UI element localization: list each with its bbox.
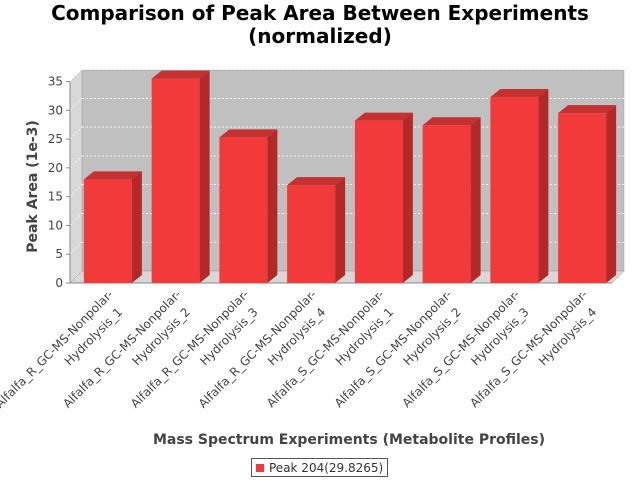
y-tick-label: 30 bbox=[48, 103, 63, 117]
bar bbox=[354, 120, 403, 284]
y-tick-label: 25 bbox=[48, 132, 63, 146]
bar-top bbox=[558, 105, 617, 114]
y-tick-label: 0 bbox=[55, 276, 63, 290]
bar bbox=[83, 179, 132, 283]
gridline-side bbox=[69, 69, 83, 82]
x-tick-label: Alfalfa_R_GC-MS-Nonpolar- bbox=[0, 287, 116, 411]
bar-side bbox=[335, 177, 346, 283]
bar-side bbox=[402, 112, 413, 284]
plot-left-wall bbox=[69, 69, 83, 284]
gridline-side bbox=[69, 126, 83, 140]
bar-top bbox=[354, 112, 413, 121]
bar bbox=[422, 125, 471, 283]
legend: Peak 204(29.8265) bbox=[251, 458, 389, 477]
legend-label: Peak 204(29.8265) bbox=[269, 460, 384, 475]
bar-side bbox=[131, 171, 142, 283]
y-tick-label: 20 bbox=[48, 161, 63, 175]
gridline-side bbox=[69, 213, 83, 226]
legend-swatch bbox=[256, 463, 264, 472]
bar bbox=[490, 97, 539, 283]
chart-title-line-1: Comparison of Peak Area Between Experime… bbox=[51, 1, 589, 25]
gridline-side bbox=[69, 155, 83, 169]
y-tick-label: 10 bbox=[48, 218, 63, 232]
chart-title: Comparison of Peak Area Between Experime… bbox=[0, 2, 640, 48]
bar bbox=[558, 113, 607, 283]
bar-side bbox=[267, 129, 278, 283]
bar-side bbox=[538, 89, 549, 283]
bar-top bbox=[490, 89, 549, 98]
bar-top bbox=[287, 177, 346, 186]
bar-top bbox=[83, 171, 142, 180]
x-axis-title: Mass Spectrum Experiments (Metabolite Pr… bbox=[153, 432, 545, 448]
y-tick-label: 5 bbox=[55, 247, 63, 261]
gridline-side bbox=[69, 184, 83, 197]
bar-top bbox=[422, 117, 481, 126]
y-axis-title: Peak Area (1e-3) bbox=[25, 120, 41, 253]
bar-top bbox=[219, 129, 278, 138]
gridline-side bbox=[69, 241, 83, 255]
y-tick-label: 15 bbox=[48, 190, 63, 204]
gridline-side bbox=[69, 98, 83, 111]
chart-title-line-2: (normalized) bbox=[248, 24, 392, 48]
y-tick-label: 35 bbox=[48, 75, 63, 89]
bar-side bbox=[199, 70, 210, 283]
bar-top bbox=[151, 70, 210, 79]
bar-side bbox=[606, 105, 617, 283]
bar bbox=[219, 137, 268, 283]
bar bbox=[151, 78, 200, 283]
bar bbox=[287, 185, 336, 283]
bar-side bbox=[470, 117, 481, 283]
